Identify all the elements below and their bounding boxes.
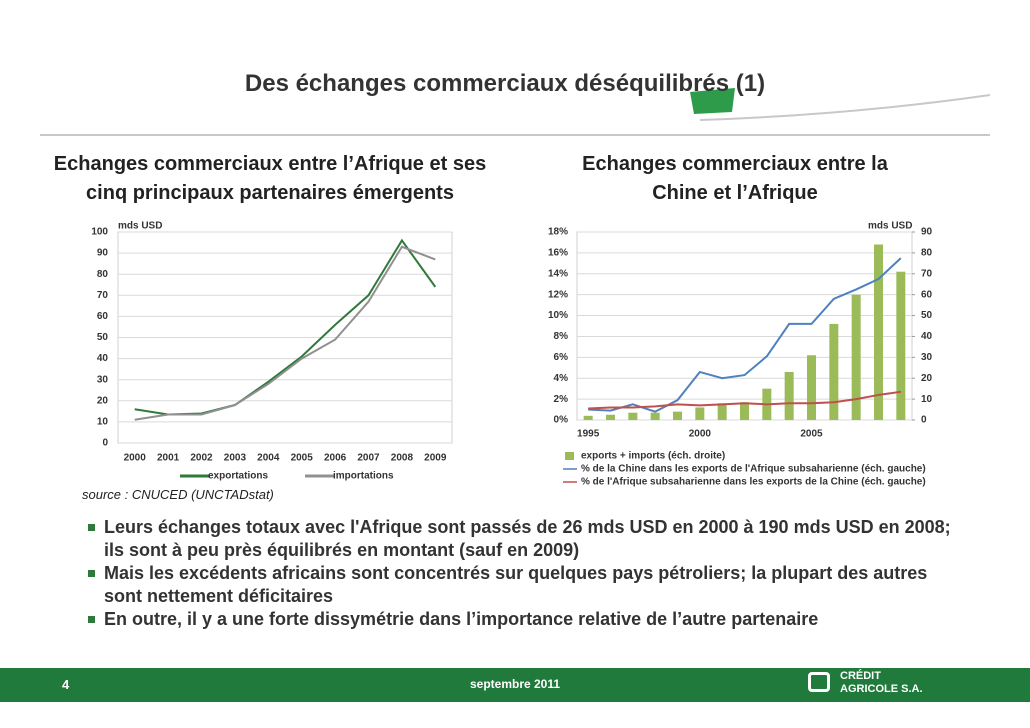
x-tick-label: 2007 <box>357 453 380 464</box>
y2-tick-label: 30 <box>921 352 933 363</box>
legend-label: % de la Chine dans les exports de l'Afri… <box>581 464 926 475</box>
chart-title: Echanges commerciaux entre la Chine et l… <box>582 153 888 204</box>
swoosh <box>699 94 991 121</box>
bar <box>896 271 906 420</box>
y-tick-label: 4% <box>554 373 569 384</box>
x-tick-label: 2005 <box>291 453 314 464</box>
legend-label: exports + imports (éch. droite) <box>581 451 725 462</box>
y2-tick-label: 60 <box>921 289 933 300</box>
y2-tick-label: 0 <box>921 415 927 426</box>
bar <box>606 414 615 420</box>
bar <box>740 402 749 420</box>
y-tick-label: 16% <box>548 248 568 259</box>
unit-label: mds USD <box>868 221 912 232</box>
logo-line: AGRICOLE S.A. <box>840 683 923 695</box>
bar <box>717 403 727 420</box>
y-tick-label: 2% <box>554 394 569 405</box>
bar <box>829 323 839 420</box>
y-tick-label: 12% <box>548 289 568 300</box>
y2-tick-label: 90 <box>921 227 933 238</box>
bar <box>673 411 682 420</box>
legend-label: exportations <box>208 471 268 482</box>
y2-tick-label: 70 <box>921 268 933 279</box>
bar <box>628 412 638 420</box>
date: septembre 2011 <box>469 677 561 691</box>
y2-tick-label: 80 <box>921 248 933 259</box>
bullet: Mais les excédents africains sont concen… <box>88 562 958 608</box>
x-tick-label: 2006 <box>324 453 347 464</box>
legend-swatch <box>565 452 574 460</box>
y2-tick-label: 20 <box>921 373 933 384</box>
plot-area <box>576 231 913 421</box>
y-tick-label: 40 <box>97 353 109 364</box>
y-tick-label: 14% <box>548 268 568 279</box>
y-tick-label: 18% <box>548 227 568 238</box>
unit-label: mds USD <box>118 221 162 232</box>
legend-label: % de l'Afrique subsaharienne dans les ex… <box>581 477 926 488</box>
x-tick-label: 2001 <box>157 453 180 464</box>
bar <box>874 244 883 420</box>
y-tick-label: 80 <box>97 269 109 280</box>
logo-line: CRÉDIT <box>840 670 881 682</box>
bar <box>851 294 861 420</box>
y2-tick-label: 50 <box>921 310 933 321</box>
green-flag <box>690 88 735 114</box>
bullet: En outre, il y a une forte dissymétrie d… <box>88 608 958 631</box>
y-tick-label: 8% <box>554 331 569 342</box>
x-tick-label: 2004 <box>257 453 280 464</box>
data-line <box>134 245 436 421</box>
y-tick-label: 60 <box>97 311 109 322</box>
x-tick-label: 2002 <box>190 453 213 464</box>
footer: 4 septembre 2011 CRÉDIT AGRICOLE S.A. <box>0 668 1030 702</box>
bullet: Leurs échanges totaux avec l'Afrique son… <box>88 516 958 562</box>
x-tick-label: 2005 <box>800 429 823 440</box>
y-tick-label: 90 <box>97 248 109 259</box>
y-tick-label: 10% <box>548 310 568 321</box>
legend-label: importations <box>333 471 394 482</box>
bullet-list: Leurs échanges totaux avec l'Afrique son… <box>88 516 958 631</box>
slide-title: Des échanges commerciaux déséquilibrés (… <box>244 70 766 97</box>
x-tick-label: 2003 <box>224 453 247 464</box>
y-tick-label: 50 <box>97 332 109 343</box>
bar <box>784 371 794 420</box>
y-tick-label: 0 <box>102 438 108 449</box>
y-tick-label: 70 <box>97 290 109 301</box>
y2-tick-label: 40 <box>921 331 933 342</box>
page-number: 4 <box>62 677 70 692</box>
logo-mark <box>808 672 830 692</box>
x-tick-label: 2000 <box>124 453 147 464</box>
bar <box>650 412 660 420</box>
y-tick-label: 6% <box>554 352 569 363</box>
bar <box>583 415 593 420</box>
x-tick-label: 2008 <box>391 453 414 464</box>
bar <box>807 355 816 420</box>
bar <box>695 407 705 420</box>
data-line <box>588 390 901 410</box>
y-tick-label: 100 <box>91 227 108 238</box>
x-tick-label: 2009 <box>424 453 447 464</box>
x-tick-label: 2000 <box>689 429 712 440</box>
y2-tick-label: 10 <box>921 394 933 405</box>
chart-title: Echanges commerciaux entre l’Afrique et … <box>53 153 487 204</box>
y-tick-label: 10 <box>97 417 109 428</box>
x-tick-label: 1995 <box>577 429 600 440</box>
y-tick-label: 30 <box>97 374 109 385</box>
source: source : CNUCED (UNCTADstat) <box>82 487 274 502</box>
y-tick-label: 20 <box>97 395 109 406</box>
y-tick-label: 0% <box>554 415 569 426</box>
